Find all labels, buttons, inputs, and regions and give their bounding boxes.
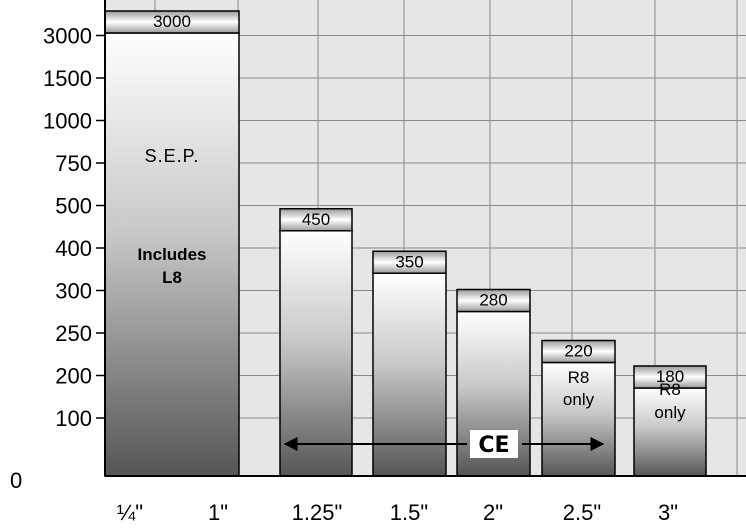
ce-mark-icon: CE [478, 433, 509, 458]
bar-annotation: only [563, 390, 595, 409]
x-tick-label: 1.25" [292, 500, 343, 525]
y-tick-label: 750 [55, 151, 92, 176]
range-arrow: CE [283, 430, 605, 458]
bar [279, 230, 353, 477]
y-tick-label: 100 [55, 406, 92, 431]
bar [104, 32, 240, 477]
y-tick-label: 250 [55, 321, 92, 346]
bar [541, 361, 616, 477]
axes [96, 0, 746, 477]
bar-value-cap [279, 208, 353, 232]
bar [372, 272, 447, 477]
y-tick-labels: 0 100 200 250 300 400 500 750 1000 1500 3000 [10, 24, 92, 494]
bar-value-label: 350 [395, 252, 423, 271]
y-tick-label: 1000 [43, 109, 92, 134]
bar-value-label: 220 [564, 342, 592, 361]
bar-value-label: 280 [479, 291, 507, 310]
y-tick-label: 0 [10, 468, 22, 493]
bars: 3000 S.E.P. Includes L8 450 350 280 220 R8 only 18… [104, 10, 707, 477]
x-tick-label: 3" [658, 500, 678, 525]
y-tick-label: 300 [55, 279, 92, 304]
bar-annotation: only [654, 403, 686, 422]
bar-value-label: 180 [656, 367, 684, 386]
x-tick-labels: ¼" 1" 1.25" 1.5" 2" 2.5" 3" [117, 500, 678, 525]
y-tick-label: 3000 [43, 24, 92, 49]
bar [633, 387, 707, 477]
bar-value-label: 450 [302, 210, 330, 229]
x-tick-label: 1.5" [390, 500, 428, 525]
y-tick-label: 400 [55, 236, 92, 261]
bar-annotation: L8 [162, 268, 182, 287]
bar-annotation: Includes [138, 245, 207, 264]
bar-value-cap [372, 250, 447, 274]
y-tick-label: 500 [55, 194, 92, 219]
x-tick-label: 1" [208, 500, 228, 525]
bar-value-cap [541, 339, 616, 364]
x-tick-label: 2.5" [563, 500, 601, 525]
x-tick-label: 2" [483, 500, 503, 525]
bar-annotation: S.E.P. [145, 146, 200, 166]
bar-value-label: 3000 [153, 12, 191, 31]
y-tick-label: 200 [55, 364, 92, 389]
bar-value-cap [633, 365, 707, 389]
bar-value-cap [456, 288, 531, 313]
bar-annotation: R8 [568, 368, 590, 387]
y-tick-label: 1500 [43, 66, 92, 91]
x-tick-label: ¼" [117, 500, 143, 525]
ce-mark-background [470, 430, 518, 458]
bar-annotation: R8 [659, 380, 681, 399]
